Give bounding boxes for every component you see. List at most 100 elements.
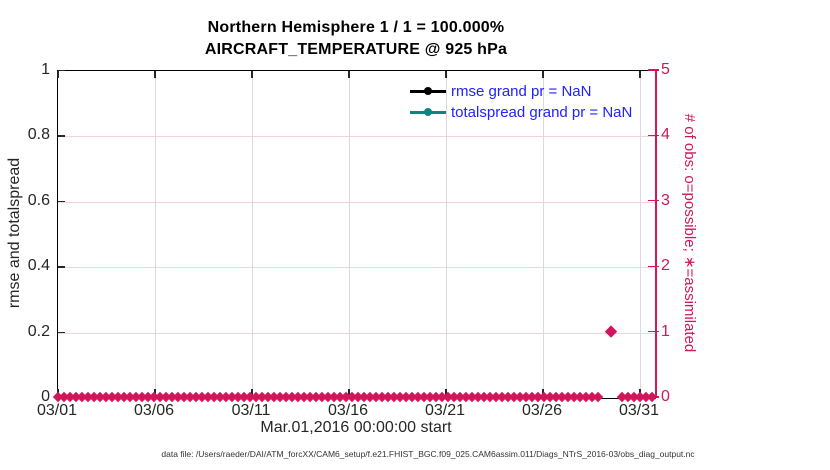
top-axis-tick [542,71,544,78]
obs-count-zero-marker [454,391,466,403]
top-axis-tick [57,71,59,78]
obs-count-zero-marker [562,391,574,403]
grid-line-horizontal [58,136,656,138]
obs-count-zero-marker [502,391,514,403]
right-axis-tick-label: 5 [661,61,670,78]
right-axis-tick [648,330,659,333]
legend: rmse grand pr = NaN totalspread grand pr … [410,81,632,123]
right-axis-label: # of obs: o=possible; ∗=assimilated [681,113,698,353]
obs-count-zero-marker [532,391,544,403]
obs-count-zero-marker [430,391,442,403]
right-axis-tick-label: 2 [661,257,670,275]
left-axis-tick [58,135,65,137]
legend-label: totalspread grand pr = NaN [451,104,633,121]
obs-count-zero-marker [508,391,520,403]
title-line-2: AIRCRAFT_TEMPERATURE @ 925 hPa [204,41,508,58]
x-axis-label: Mar.01,2016 00:00:00 start [260,419,452,436]
obs-count-zero-marker [490,391,502,403]
obs-count-zero-marker [328,391,340,403]
obs-count-zero-marker [214,391,226,403]
obs-count-zero-marker [370,391,382,403]
right-axis-tick-label: 0 [661,388,670,405]
obs-count-zero-marker [358,391,370,403]
right-axis-spine [655,70,657,398]
top-axis-tick [251,71,253,78]
grid-line-vertical [252,71,253,398]
obs-count-zero-marker [346,391,358,403]
left-axis-tick [58,70,65,72]
obs-count-zero-marker [592,391,604,403]
bottom-axis-tick [251,389,253,398]
obs-count-zero-marker [364,391,376,403]
left-axis-tick-label: 0.4 [27,257,50,275]
obs-count-zero-marker [292,391,304,403]
left-axis-tick-label: 0 [41,388,50,405]
obs-count-zero-marker [550,391,562,403]
obs-count-zero-marker [556,391,568,403]
obs-count-zero-marker [340,391,352,403]
left-axis-tick-label: 0.8 [27,126,50,144]
obs-count-zero-marker [496,391,508,403]
obs-count-zero-marker [460,391,472,403]
obs-count-zero-marker [112,391,124,403]
obs-count-zero-marker [106,391,118,403]
obs-count-zero-marker [640,391,652,403]
obs-count-zero-marker [70,391,82,403]
top-axis-tick [445,71,447,78]
obs-count-zero-marker [580,391,592,403]
obs-count-zero-marker [406,391,418,403]
obs-count-zero-marker [586,391,598,403]
x-axis-tick-label: 03/11 [231,402,271,419]
obs-count-zero-marker [232,391,244,403]
grid-line-horizontal [58,201,656,203]
grid-line-vertical [640,71,641,398]
obs-count-one-marker [604,325,618,338]
legend-line-sample [410,108,446,117]
obs-count-zero-marker [394,391,406,403]
obs-count-zero-marker [514,391,526,403]
grid-line-vertical [543,71,544,398]
x-axis-tick-label: 03/06 [133,402,175,419]
grid-line-vertical [349,71,350,398]
left-axis-tick [58,200,65,203]
left-axis-tick [58,266,65,268]
grid-line-vertical [155,71,156,398]
obs-count-zero-marker [58,391,70,403]
obs-count-marker-layer [52,325,658,403]
right-axis-tick [648,396,659,398]
x-axis-tick-label: 03/21 [424,402,466,419]
obs-count-zero-marker [100,391,112,403]
obs-count-zero-marker [484,391,496,403]
obs-count-zero-marker [274,391,286,403]
obs-count-zero-marker [568,391,580,403]
obs-count-zero-marker [256,391,268,403]
obs-count-zero-marker [316,391,328,403]
obs-count-zero-marker [382,391,394,403]
obs-count-zero-marker [628,391,640,403]
obs-count-zero-marker [412,391,424,403]
obs-count-zero-marker [376,391,388,403]
title-line-1: Northern Hemisphere 1 / 1 = 100.000% [207,19,505,36]
obs-count-zero-marker [310,391,322,403]
x-axis-tick-label: 03/26 [521,402,563,419]
left-axis-tick-label: 1 [41,61,50,78]
obs-count-zero-marker [52,391,64,403]
obs-count-zero-marker [250,391,262,403]
right-axis-tick [648,134,659,137]
right-axis-tick-label: 1 [661,322,670,340]
obs-count-zero-marker [436,391,448,403]
legend-item: rmse grand pr = NaN [410,81,632,102]
obs-count-zero-marker [322,391,334,403]
left-axis-tick [58,331,65,333]
obs-count-zero-marker [280,391,292,403]
obs-count-zero-marker [442,391,454,403]
legend-marker-icon [424,108,432,117]
obs-count-zero-marker [352,391,364,403]
data-file-footer: data file: /Users/raeder/DAI/ATM_forcXX/… [161,449,695,459]
right-axis-tick [648,200,659,202]
obs-count-zero-marker [196,391,208,403]
obs-count-zero-marker [472,391,484,403]
obs-count-zero-marker [64,391,76,403]
obs-count-zero-marker [190,391,202,403]
